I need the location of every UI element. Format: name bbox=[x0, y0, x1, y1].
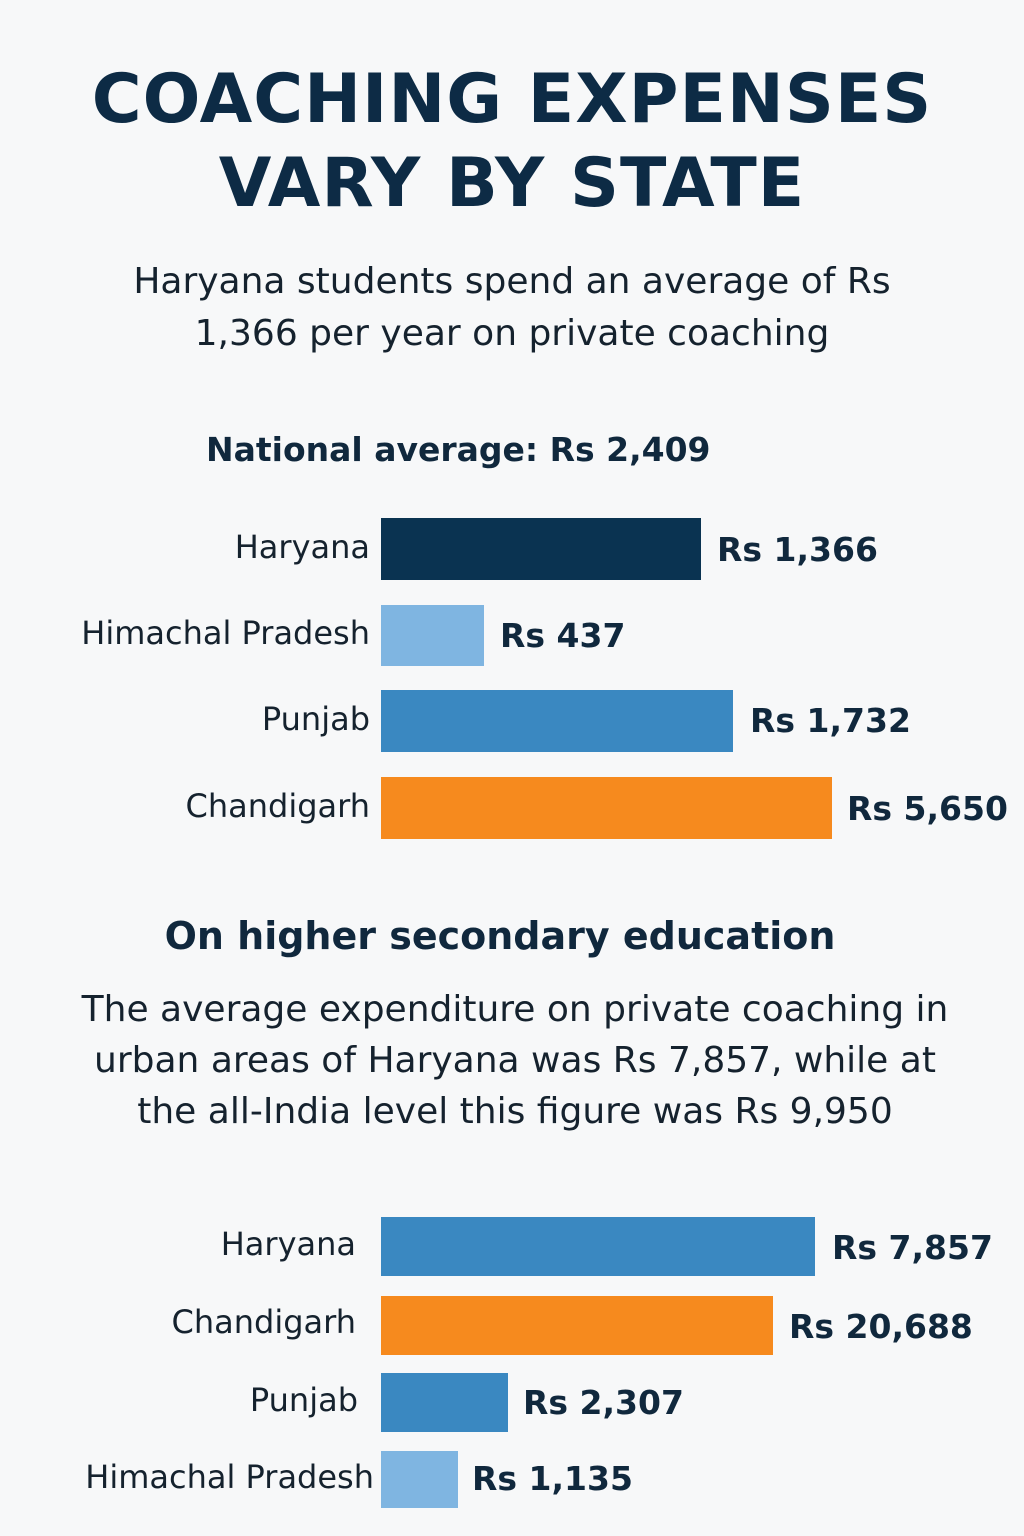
chart2-bar-punjab bbox=[381, 1373, 508, 1432]
page-title: COACHING EXPENSES VARY BY STATE bbox=[0, 58, 1024, 226]
chart1-title: National average: Rs 2,409 bbox=[206, 430, 711, 469]
chart2-title: On higher secondary education bbox=[164, 914, 836, 958]
chart2-description: The average expenditure on private coach… bbox=[81, 989, 949, 1132]
chart1-bar-himachal bbox=[381, 605, 484, 666]
chart1-bar-haryana bbox=[381, 518, 701, 580]
title-line-2: VARY BY STATE bbox=[218, 144, 806, 223]
subtitle: Haryana students spend an average of Rs … bbox=[133, 261, 891, 354]
chart1-value: Rs 5,650 bbox=[847, 789, 1008, 828]
chart1-label: Punjab bbox=[261, 700, 370, 738]
title-line-1: COACHING EXPENSES bbox=[91, 60, 933, 139]
chart2-label: Punjab bbox=[249, 1381, 358, 1419]
chart2-bar-haryana bbox=[381, 1217, 815, 1276]
chart1-label: Haryana bbox=[234, 528, 370, 566]
chart2-label: Chandigarh bbox=[171, 1303, 356, 1341]
chart2-value: Rs 2,307 bbox=[523, 1383, 684, 1422]
chart1-bar-punjab bbox=[381, 690, 733, 752]
chart1-value: Rs 1,366 bbox=[717, 530, 878, 569]
chart1-label: Himachal Pradesh bbox=[81, 614, 370, 652]
chart2-bar-himachal bbox=[381, 1451, 458, 1508]
chart1-label: Chandigarh bbox=[185, 787, 370, 825]
chart2-bar-chandigarh bbox=[381, 1296, 773, 1355]
chart1-value: Rs 437 bbox=[500, 616, 626, 655]
chart2-value: Rs 7,857 bbox=[832, 1228, 993, 1267]
chart2-value: Rs 1,135 bbox=[472, 1459, 633, 1498]
chart1-value: Rs 1,732 bbox=[750, 701, 911, 740]
chart2-label: Haryana bbox=[220, 1225, 356, 1263]
chart2-label: Himachal Pradesh bbox=[85, 1458, 374, 1496]
chart2-value: Rs 20,688 bbox=[789, 1307, 973, 1346]
chart1-bar-chandigarh bbox=[381, 777, 832, 839]
